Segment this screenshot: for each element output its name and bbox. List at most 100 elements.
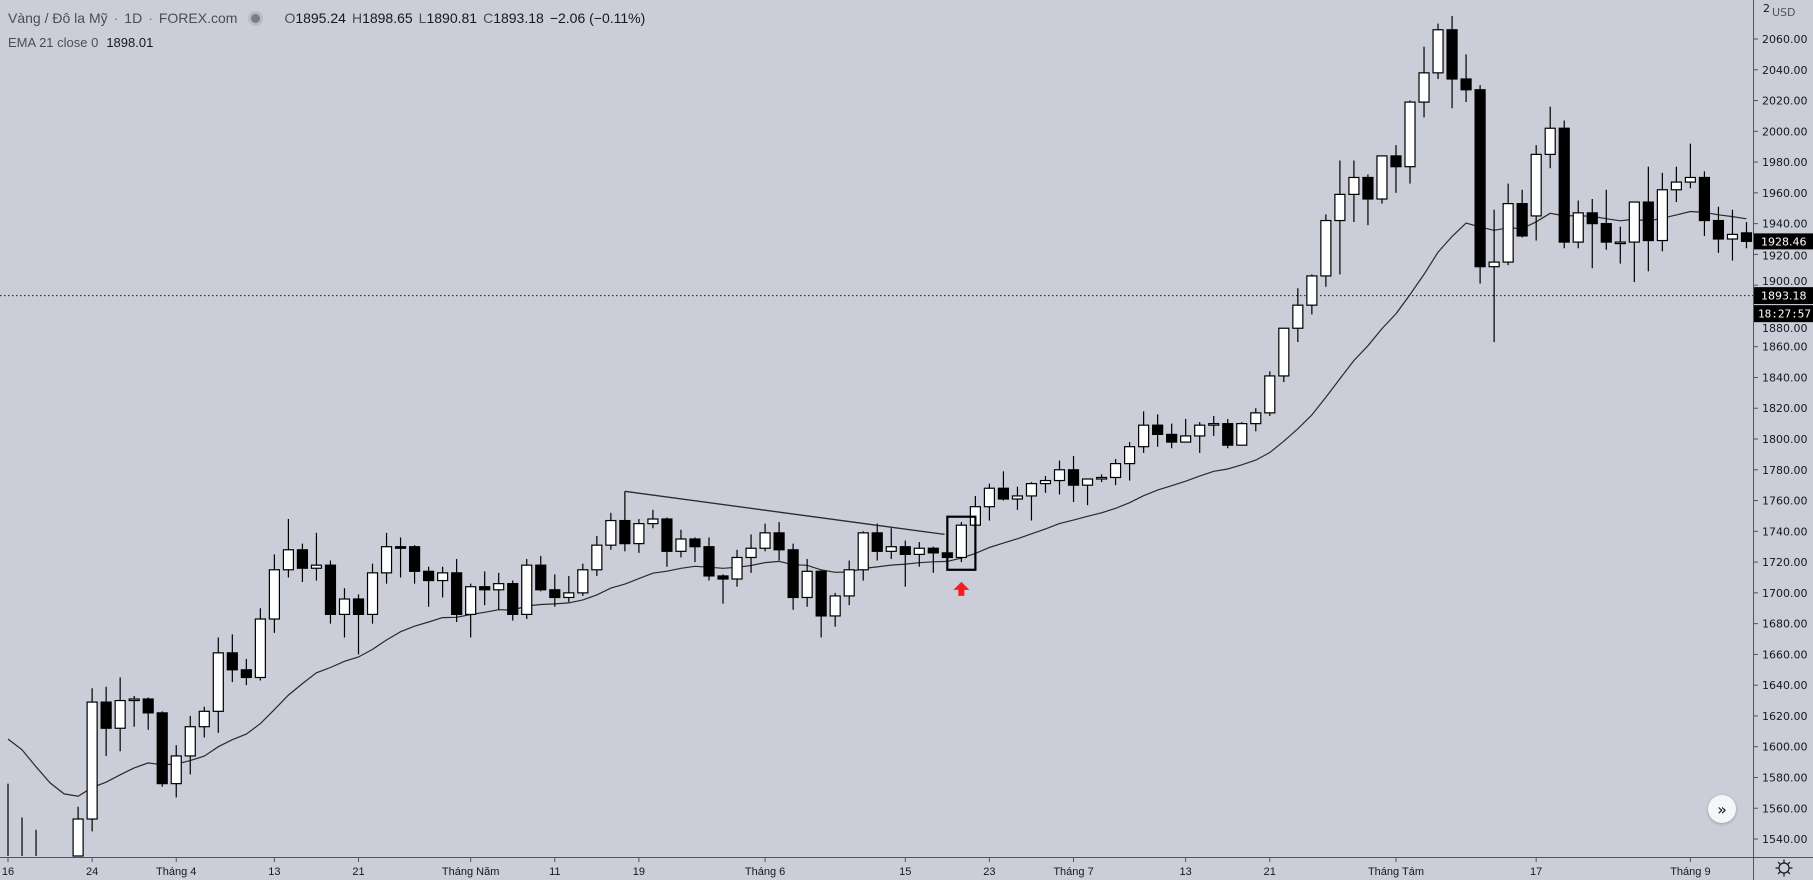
currency-label[interactable]: USD — [1772, 6, 1796, 19]
candle-up — [170, 745, 182, 798]
candle-down — [1516, 189, 1528, 238]
candle-body — [1236, 423, 1248, 446]
candle-down — [142, 697, 154, 730]
candle-down — [927, 546, 939, 573]
candle-body — [661, 518, 673, 552]
candle-up — [1081, 478, 1094, 506]
candle-body — [647, 518, 659, 525]
candle-up — [1025, 482, 1038, 521]
candle-body — [1460, 78, 1472, 91]
indicator-name[interactable]: EMA 21 close 0 — [8, 34, 99, 50]
price-tick-label: 1940.00 — [1762, 218, 1808, 231]
candle-up — [1306, 274, 1318, 315]
candle-up — [1320, 214, 1332, 287]
candle-body — [605, 519, 617, 546]
candle-up — [254, 608, 266, 681]
candle-body — [1025, 483, 1038, 497]
candle-down — [507, 580, 519, 621]
candle-down — [871, 523, 883, 561]
price-tick-label: 1820.00 — [1762, 402, 1808, 415]
candle-down — [156, 711, 168, 787]
candle-up — [380, 532, 393, 584]
candle-down — [815, 569, 827, 638]
candle-up — [1095, 474, 1108, 483]
highlight-rectangle — [946, 515, 977, 571]
candle-body — [1306, 275, 1318, 306]
candle-down — [423, 566, 435, 607]
price-tick-label: 1840.00 — [1762, 371, 1808, 384]
symbol-name[interactable]: Vàng / Đô la Mỹ — [8, 10, 108, 26]
candle-up — [633, 519, 645, 553]
candle-body — [254, 618, 266, 679]
candle-body — [1502, 203, 1514, 263]
separator: · — [148, 10, 153, 26]
candle-body — [563, 592, 575, 599]
candle-down — [703, 537, 715, 581]
price-axis[interactable] — [1753, 0, 1813, 857]
candle-up — [745, 534, 757, 573]
candle-body — [184, 726, 196, 757]
candle-body — [1109, 463, 1122, 479]
time-tick-label: 16 — [2, 866, 14, 878]
candle-down — [1698, 171, 1711, 236]
candle-up — [731, 549, 743, 587]
price-tick-label: 1800.00 — [1762, 433, 1808, 446]
indicator-row[interactable]: EMA 21 close 0 1898.01 — [8, 30, 645, 54]
candle-body — [535, 564, 547, 591]
ohlc-close: C1893.18 — [483, 10, 544, 26]
candle-body — [1208, 423, 1220, 426]
ohlc-open: O1895.24 — [284, 10, 346, 26]
candle-body — [493, 583, 505, 591]
candle-body — [366, 572, 379, 615]
price-tick-label: 1560.00 — [1762, 802, 1808, 815]
price-tick-label: 1960.00 — [1762, 187, 1808, 200]
time-tick-label: 15 — [899, 866, 911, 878]
candle-body — [1614, 241, 1626, 245]
candle-up — [1264, 371, 1276, 416]
market-status-icon[interactable] — [251, 13, 261, 23]
candle-down — [1600, 189, 1612, 250]
candle-up — [591, 535, 603, 576]
price-tick-label: 1780.00 — [1762, 464, 1808, 477]
candle-up — [857, 531, 869, 581]
candle-body — [1348, 176, 1360, 195]
candle-body — [1446, 29, 1458, 80]
candle-up — [1418, 46, 1430, 118]
gear-icon[interactable] — [1774, 858, 1794, 878]
time-tick-label: 17 — [1530, 866, 1542, 878]
candle-body — [577, 569, 589, 594]
scroll-to-realtime-button[interactable]: » — [1708, 795, 1736, 823]
candle-up — [1544, 106, 1556, 169]
candle-body — [1740, 232, 1753, 242]
price-tick-label: 1700.00 — [1762, 587, 1808, 600]
candle-body — [1166, 433, 1178, 443]
candle-body — [1642, 201, 1654, 242]
interval[interactable]: 1D — [124, 10, 143, 26]
candle-down — [324, 560, 337, 624]
candle-body — [731, 556, 743, 580]
candle-body — [268, 569, 280, 620]
candle-down — [1740, 222, 1753, 249]
time-tick-label: 13 — [268, 866, 280, 878]
candle-body — [1572, 212, 1584, 243]
candle-body — [226, 652, 238, 671]
candle-body — [619, 519, 631, 545]
candle-up — [521, 559, 533, 620]
candle-body — [156, 712, 168, 785]
candle-up — [1628, 201, 1640, 283]
svg-text:1928.46: 1928.46 — [1761, 235, 1807, 248]
candle-body — [913, 547, 925, 555]
time-axis[interactable] — [0, 857, 1753, 880]
candle-body — [1418, 72, 1430, 103]
candle-body — [1152, 424, 1164, 435]
candle-up — [1572, 200, 1584, 249]
candle-body — [86, 701, 98, 820]
candle-up — [1726, 209, 1739, 261]
candle-up — [1488, 209, 1500, 343]
candle-down — [240, 659, 252, 686]
candle-body — [1712, 219, 1725, 240]
candle-up — [282, 519, 294, 578]
candle-body — [1334, 193, 1346, 222]
time-tick-label: Tháng 4 — [156, 866, 196, 878]
